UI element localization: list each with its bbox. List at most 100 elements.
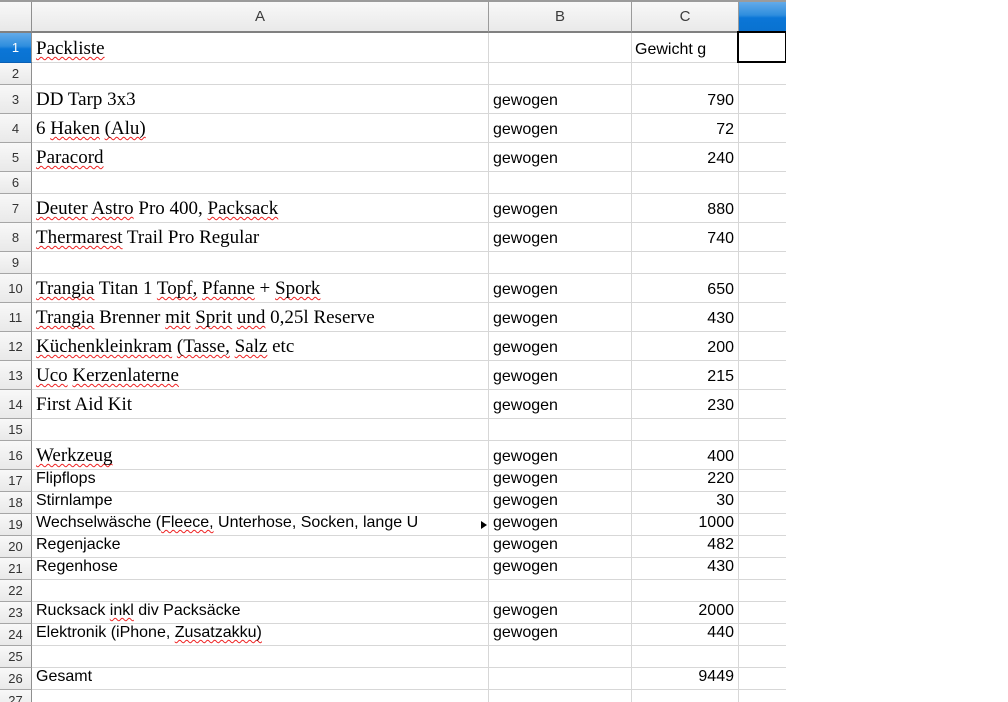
cell-A20[interactable]: Regenjacke xyxy=(32,536,489,558)
row-header-6[interactable]: 6 xyxy=(0,172,32,194)
cell-B5[interactable]: gewogen xyxy=(489,143,632,172)
cell-D24[interactable] xyxy=(739,624,786,646)
cell-C20[interactable]: 482 xyxy=(632,536,739,558)
cell-B13[interactable]: gewogen xyxy=(489,361,632,390)
cell-A25[interactable] xyxy=(32,646,489,668)
cell-C5[interactable]: 240 xyxy=(632,143,739,172)
row-header-27[interactable]: 27 xyxy=(0,690,32,702)
cell-B15[interactable] xyxy=(489,419,632,441)
row-header-19[interactable]: 19 xyxy=(0,514,32,536)
cell-B21[interactable]: gewogen xyxy=(489,558,632,580)
cell-A11[interactable]: Trangia Brenner mit Sprit und 0,25l Rese… xyxy=(32,303,489,332)
row-header-4[interactable]: 4 xyxy=(0,114,32,143)
cell-C3[interactable]: 790 xyxy=(632,85,739,114)
cell-A9[interactable] xyxy=(32,252,489,274)
cell-C8[interactable]: 740 xyxy=(632,223,739,252)
cell-C25[interactable] xyxy=(632,646,739,668)
cell-B7[interactable]: gewogen xyxy=(489,194,632,223)
row-header-8[interactable]: 8 xyxy=(0,223,32,252)
cell-A5[interactable]: Paracord xyxy=(32,143,489,172)
cell-D5[interactable] xyxy=(739,143,786,172)
row-header-11[interactable]: 11 xyxy=(0,303,32,332)
cell-B26[interactable] xyxy=(489,668,632,690)
cell-A17[interactable]: Flipflops xyxy=(32,470,489,492)
cell-B3[interactable]: gewogen xyxy=(489,85,632,114)
cell-C1[interactable]: Gewicht g xyxy=(632,33,739,63)
cell-D16[interactable] xyxy=(739,441,786,470)
cell-D3[interactable] xyxy=(739,85,786,114)
cell-C2[interactable] xyxy=(632,63,739,85)
cell-A24[interactable]: Elektronik (iPhone, Zusatzakku) xyxy=(32,624,489,646)
row-header-25[interactable]: 25 xyxy=(0,646,32,668)
cell-D23[interactable] xyxy=(739,602,786,624)
row-header-2[interactable]: 2 xyxy=(0,63,32,85)
cell-A18[interactable]: Stirnlampe xyxy=(32,492,489,514)
cell-B25[interactable] xyxy=(489,646,632,668)
cell-C12[interactable]: 200 xyxy=(632,332,739,361)
row-header-18[interactable]: 18 xyxy=(0,492,32,514)
cell-C27[interactable] xyxy=(632,690,739,702)
cell-D26[interactable] xyxy=(739,668,786,690)
cell-B27[interactable] xyxy=(489,690,632,702)
cell-A23[interactable]: Rucksack inkl div Packsäcke xyxy=(32,602,489,624)
column-header-b[interactable]: B xyxy=(489,2,632,33)
row-header-3[interactable]: 3 xyxy=(0,85,32,114)
cell-A19[interactable]: Wechselwäsche (Fleece, Unterhose, Socken… xyxy=(32,514,489,536)
cell-A22[interactable] xyxy=(32,580,489,602)
column-header-a[interactable]: A xyxy=(32,2,489,33)
row-header-20[interactable]: 20 xyxy=(0,536,32,558)
cell-B1[interactable] xyxy=(489,33,632,63)
row-header-21[interactable]: 21 xyxy=(0,558,32,580)
cell-D9[interactable] xyxy=(739,252,786,274)
cell-B11[interactable]: gewogen xyxy=(489,303,632,332)
cell-B16[interactable]: gewogen xyxy=(489,441,632,470)
cell-C21[interactable]: 430 xyxy=(632,558,739,580)
row-header-23[interactable]: 23 xyxy=(0,602,32,624)
cell-B24[interactable]: gewogen xyxy=(489,624,632,646)
cell-C17[interactable]: 220 xyxy=(632,470,739,492)
cell-B20[interactable]: gewogen xyxy=(489,536,632,558)
cell-D6[interactable] xyxy=(739,172,786,194)
row-header-13[interactable]: 13 xyxy=(0,361,32,390)
cell-D27[interactable] xyxy=(739,690,786,702)
cell-C15[interactable] xyxy=(632,419,739,441)
cell-D21[interactable] xyxy=(739,558,786,580)
cell-A3[interactable]: DD Tarp 3x3 xyxy=(32,85,489,114)
row-header-9[interactable]: 9 xyxy=(0,252,32,274)
cell-B8[interactable]: gewogen xyxy=(489,223,632,252)
cell-A26[interactable]: Gesamt xyxy=(32,668,489,690)
cell-A15[interactable] xyxy=(32,419,489,441)
cell-A13[interactable]: Uco Kerzenlaterne xyxy=(32,361,489,390)
cell-D10[interactable] xyxy=(739,274,786,303)
row-header-1[interactable]: 1 xyxy=(0,33,32,63)
cell-D13[interactable] xyxy=(739,361,786,390)
cell-D7[interactable] xyxy=(739,194,786,223)
row-header-26[interactable]: 26 xyxy=(0,668,32,690)
column-header-c[interactable]: C xyxy=(632,2,739,33)
cell-B23[interactable]: gewogen xyxy=(489,602,632,624)
row-header-17[interactable]: 17 xyxy=(0,470,32,492)
cell-C16[interactable]: 400 xyxy=(632,441,739,470)
cell-D15[interactable] xyxy=(739,419,786,441)
cell-A1[interactable]: Packliste xyxy=(32,33,489,63)
cell-B18[interactable]: gewogen xyxy=(489,492,632,514)
cell-D25[interactable] xyxy=(739,646,786,668)
cell-D18[interactable] xyxy=(739,492,786,514)
cell-A7[interactable]: Deuter Astro Pro 400, Packsack xyxy=(32,194,489,223)
cell-C9[interactable] xyxy=(632,252,739,274)
cell-B9[interactable] xyxy=(489,252,632,274)
cell-D17[interactable] xyxy=(739,470,786,492)
cell-A6[interactable] xyxy=(32,172,489,194)
row-header-10[interactable]: 10 xyxy=(0,274,32,303)
row-header-22[interactable]: 22 xyxy=(0,580,32,602)
cell-A8[interactable]: Thermarest Trail Pro Regular xyxy=(32,223,489,252)
cell-D22[interactable] xyxy=(739,580,786,602)
cell-B6[interactable] xyxy=(489,172,632,194)
cell-A4[interactable]: 6 Haken (Alu) xyxy=(32,114,489,143)
column-header-d-selected[interactable] xyxy=(739,2,786,33)
cell-C11[interactable]: 430 xyxy=(632,303,739,332)
cell-C13[interactable]: 215 xyxy=(632,361,739,390)
cell-B2[interactable] xyxy=(489,63,632,85)
row-header-15[interactable]: 15 xyxy=(0,419,32,441)
row-header-14[interactable]: 14 xyxy=(0,390,32,419)
